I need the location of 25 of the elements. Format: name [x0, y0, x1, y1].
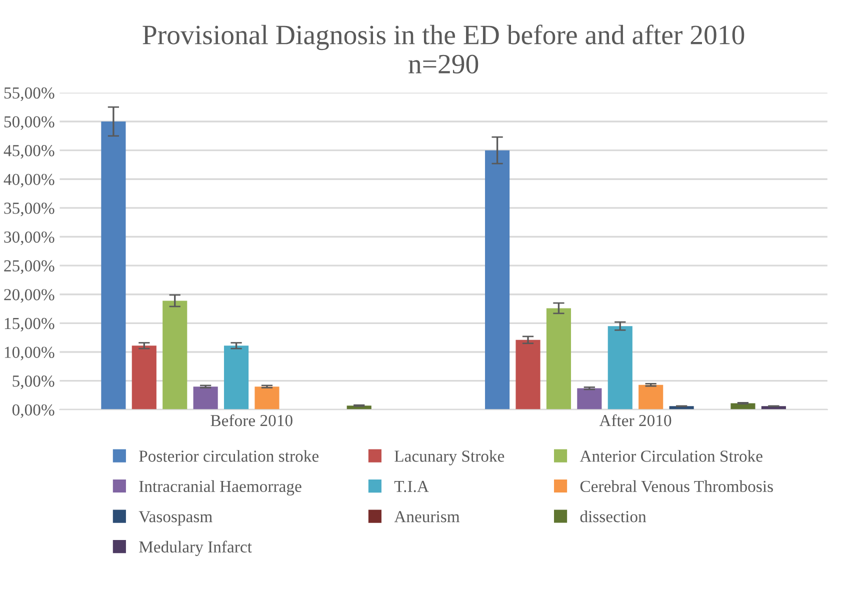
y-tick-label: 15,00% — [4, 318, 54, 332]
legend-label: dissection — [580, 510, 646, 522]
y-tick-label: 0,00% — [12, 404, 54, 418]
legend-label: Vasospasm — [138, 511, 212, 526]
chart-title: Provisional Diagnosis in the ED before and after 2010 n=290 — [142, 24, 744, 74]
y-tick-label: 20,00% — [4, 289, 54, 303]
legend-label: Intracranial Haemorrage — [139, 480, 302, 496]
y-tick-label: 10,00% — [4, 346, 54, 360]
legend-label: Lacunary Stroke — [394, 450, 504, 466]
y-tick-label: 30,00% — [4, 231, 54, 246]
y-tick-label: 55,00% — [4, 87, 54, 102]
legend-label: Posterior circulation stroke — [139, 450, 319, 462]
y-tick-label: 25,00% — [4, 260, 54, 274]
legend-label: Medulary Infarct — [139, 540, 252, 556]
y-tick-label: 50,00% — [4, 116, 54, 130]
legend-label: Cerebral Venous Thrombosis — [580, 480, 773, 492]
y-tick-label: 40,00% — [4, 174, 54, 188]
y-tick-label: 45,00% — [4, 145, 54, 159]
y-tick-label: 5,00% — [12, 376, 54, 390]
legend-label: T.I.A — [394, 480, 429, 492]
legend-label: Aneurism — [394, 511, 460, 522]
x-tick-label: After 2010 — [599, 414, 672, 426]
legend-label: Anterior Circulation Stroke — [580, 450, 762, 462]
x-tick-label: Before 2010 — [210, 414, 292, 426]
y-tick-label: 35,00% — [4, 202, 54, 216]
